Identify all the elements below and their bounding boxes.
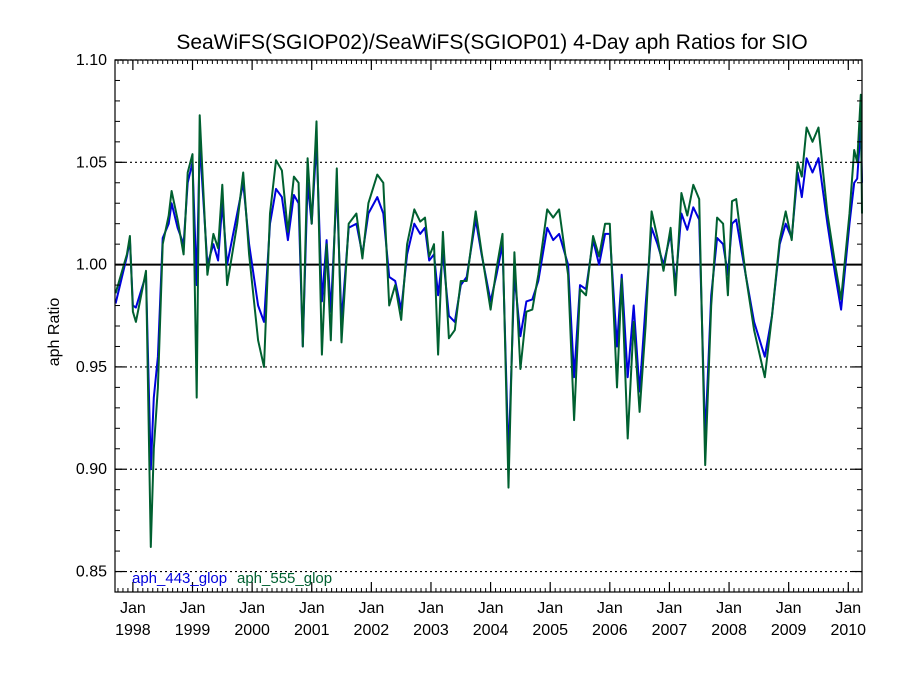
plot-frame xyxy=(114,59,863,593)
x-tick-label-year: 2009 xyxy=(771,622,807,639)
x-tick-label-year: 2007 xyxy=(652,622,688,639)
ticks: 0.85 0.90 0.95 1.00 1.05 1.10 Jan 1998 Jan 1999 Ja… xyxy=(76,52,866,639)
x-tick-label-year: 2005 xyxy=(532,622,568,639)
x-tick-label-month: Jan xyxy=(120,600,146,617)
x-tick-label-month: Jan xyxy=(537,600,563,617)
x-tick-label-year: 1998 xyxy=(115,622,151,639)
x-tick-label-year: 2004 xyxy=(473,622,509,639)
x-tick-label-month: Jan xyxy=(657,600,683,617)
x-tick-label-month: Jan xyxy=(239,600,265,617)
y-tick-label: 1.05 xyxy=(76,154,107,171)
x-tick-label-month: Jan xyxy=(716,600,742,617)
x-tick-label-month: Jan xyxy=(299,600,325,617)
x-tick-label-year: 1999 xyxy=(175,622,211,639)
x-tick-label-month: Jan xyxy=(418,600,444,617)
x-tick-label-month: Jan xyxy=(597,600,623,617)
y-tick-label: 0.85 xyxy=(76,564,107,581)
legend-item-aph-443-glop: aph_443_glop xyxy=(132,570,227,587)
x-tick-label-year: 2006 xyxy=(592,622,628,639)
y-tick-label: 0.90 xyxy=(76,461,107,478)
gridlines xyxy=(115,59,862,573)
x-tick-label-month: Jan xyxy=(180,600,206,617)
y-tick-label: 1.00 xyxy=(76,257,107,274)
chart-title: SeaWiFS(SGIOP02)/SeaWiFS(SGIOP01) 4-Day … xyxy=(176,31,807,54)
y-tick-label: 0.95 xyxy=(76,359,107,376)
legend-item-aph-555-glop: aph_555_glop xyxy=(237,570,332,587)
x-tick-label-month: Jan xyxy=(478,600,504,617)
x-tick-label-year: 2003 xyxy=(413,622,449,639)
x-tick-label-year: 2000 xyxy=(234,622,270,639)
x-tick-label-year: 2001 xyxy=(294,622,330,639)
series-line-aph-555-glop xyxy=(114,93,863,548)
legend: aph_443_glop aph_555_glop xyxy=(132,570,332,587)
x-tick-label-year: 2002 xyxy=(354,622,390,639)
y-axis-label: aph Ratio xyxy=(46,298,63,367)
x-tick-label-month: Jan xyxy=(358,600,384,617)
x-tick-label-month: Jan xyxy=(776,600,802,617)
y-tick-label: 1.10 xyxy=(76,52,107,69)
x-tick-label-month: Jan xyxy=(835,600,861,617)
x-tick-label-year: 2008 xyxy=(711,622,747,639)
series-layer xyxy=(114,93,863,548)
x-tick-label-year: 2010 xyxy=(830,622,866,639)
